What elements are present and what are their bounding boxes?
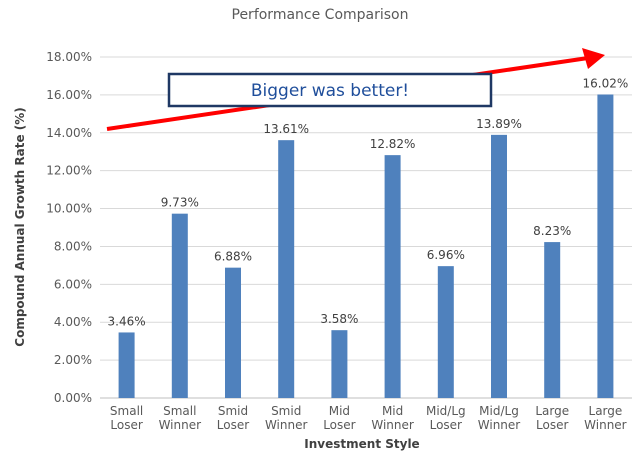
data-label: 3.46%: [108, 314, 146, 328]
x-tick-label: Loser: [323, 418, 355, 432]
x-tick-label: Winner: [478, 418, 521, 432]
y-tick-label: 12.00%: [46, 164, 92, 178]
data-label: 8.23%: [533, 224, 571, 238]
x-axis-categories: SmallLoserSmallWinnerSmidLoserSmidWinner…: [110, 404, 627, 432]
x-tick-label: Large: [535, 404, 569, 418]
x-tick-label: Loser: [110, 418, 142, 432]
y-tick-label: 0.00%: [54, 391, 92, 405]
x-tick-label: Large: [589, 404, 623, 418]
bar: [118, 332, 135, 398]
bar: [225, 267, 241, 398]
bar: [544, 242, 561, 398]
x-tick-label: Small: [163, 404, 196, 418]
x-tick-label: Mid: [382, 404, 403, 418]
data-label: 6.88%: [214, 250, 252, 264]
bar: [437, 266, 454, 398]
x-tick-label: Mid/Lg: [426, 404, 466, 418]
chart-title: Performance Comparison: [232, 7, 409, 23]
data-label: 12.82%: [370, 137, 416, 151]
y-tick-label: 6.00%: [54, 277, 92, 291]
data-label: 6.96%: [427, 248, 465, 262]
y-tick-label: 10.00%: [46, 202, 92, 216]
data-label: 16.02%: [583, 77, 629, 91]
y-axis-title: Compound Annual Growth Rate (%): [13, 107, 27, 346]
bar: [384, 155, 401, 398]
callout-text: Bigger was better!: [251, 81, 409, 101]
bar: [597, 94, 614, 398]
x-tick-label: Loser: [217, 418, 249, 432]
x-tick-label: Winner: [159, 418, 202, 432]
y-tick-label: 8.00%: [54, 239, 92, 253]
gridlines: [100, 56, 632, 361]
data-label: 13.61%: [263, 122, 309, 136]
data-label: 13.89%: [476, 117, 522, 131]
trend-arrow-head: [582, 48, 605, 69]
y-tick-label: 16.00%: [46, 88, 92, 102]
x-axis-title: Investment Style: [304, 437, 419, 451]
x-tick-label: Loser: [430, 418, 462, 432]
x-tick-label: Mid/Lg: [479, 404, 519, 418]
y-axis-ticks: 0.00% 2.00% 4.00% 6.00% 8.00% 10.00% 12.00% 14.…: [46, 50, 92, 405]
x-tick-label: Smid: [218, 404, 248, 418]
bar: [171, 213, 188, 398]
x-tick-label: Small: [110, 404, 143, 418]
x-tick-label: Mid: [329, 404, 350, 418]
x-tick-label: Loser: [536, 418, 568, 432]
data-label: 9.73%: [161, 196, 199, 210]
x-tick-label: Winner: [371, 418, 414, 432]
y-tick-label: 4.00%: [54, 315, 92, 329]
callout-box: [167, 72, 493, 108]
x-tick-label: Smid: [271, 404, 301, 418]
x-tick-label: Winner: [584, 418, 627, 432]
y-tick-label: 18.00%: [46, 50, 92, 64]
x-tick-label: Winner: [265, 418, 308, 432]
bar: [491, 134, 507, 398]
bars: [118, 94, 614, 398]
y-tick-label: 14.00%: [46, 126, 92, 140]
y-tick-label: 2.00%: [54, 353, 92, 367]
data-labels: 3.46% 9.73% 6.88% 13.61% 3.58% 12.82% 6.96% 13.…: [108, 77, 629, 329]
callout: Bigger was better!: [167, 72, 493, 108]
data-label: 3.58%: [320, 312, 358, 326]
bar: [331, 330, 348, 398]
bar: [278, 140, 295, 398]
